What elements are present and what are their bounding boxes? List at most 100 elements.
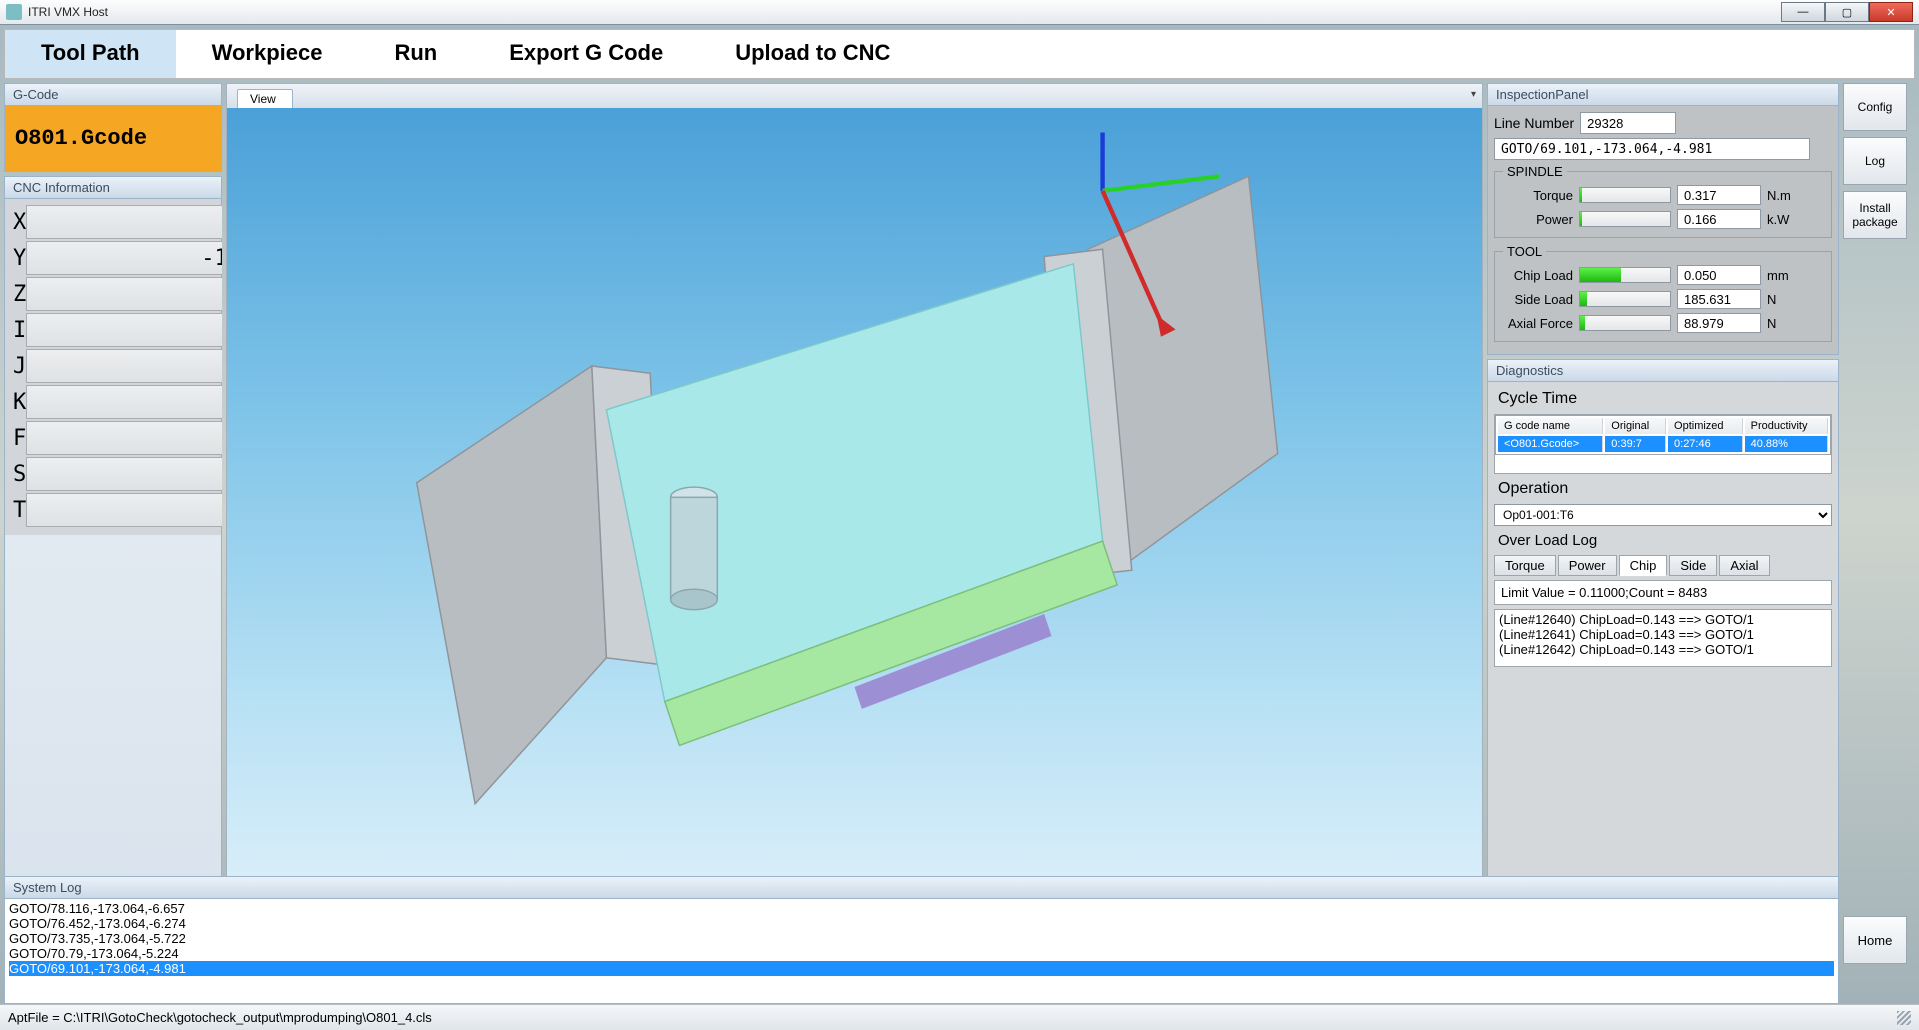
cnc-value-Z[interactable] <box>26 277 222 311</box>
viewport-panel: View ▾ <box>226 83 1483 1000</box>
col-header: Optimized <box>1668 418 1743 434</box>
col-header: G code name <box>1498 418 1603 434</box>
metric-value[interactable] <box>1677 185 1761 205</box>
metric-row: Side Load N <box>1503 289 1823 309</box>
cnc-value-J[interactable] <box>26 349 222 383</box>
overload-tab-axial[interactable]: Axial <box>1719 555 1769 576</box>
metric-value[interactable] <box>1677 289 1761 309</box>
cnc-label: K <box>9 390 26 415</box>
inspection-panel: InspectionPanel Line Number SPINDLE Torq… <box>1487 83 1839 355</box>
cnc-row-K: K <box>9 385 217 419</box>
home-button[interactable]: Home <box>1843 916 1907 964</box>
metric-value[interactable] <box>1677 209 1761 229</box>
metric-row: Power k.W <box>1503 209 1823 229</box>
window-minimize[interactable]: — <box>1781 2 1825 22</box>
metric-value[interactable] <box>1677 265 1761 285</box>
tab-tool-path[interactable]: Tool Path <box>5 30 176 78</box>
overload-line: (Line#12640) ChipLoad=0.143 ==> GOTO/1 <box>1499 612 1827 627</box>
overload-tab-side[interactable]: Side <box>1669 555 1717 576</box>
cell: <O801.Gcode> <box>1498 436 1603 452</box>
log-button[interactable]: Log <box>1843 137 1907 185</box>
cnc-label: Z <box>9 282 26 307</box>
cell: 0:27:46 <box>1668 436 1743 452</box>
view-tabbar: View ▾ <box>227 84 1482 108</box>
metric-row: Chip Load mm <box>1503 265 1823 285</box>
app-icon <box>6 4 22 20</box>
cell: 0:39:7 <box>1605 436 1666 452</box>
tool-group: TOOL Chip Load mmSide Load NAxial Force … <box>1494 244 1832 342</box>
metric-row: Torque N.m <box>1503 185 1823 205</box>
resize-grip-icon[interactable] <box>1897 1011 1911 1025</box>
window-close[interactable]: ✕ <box>1869 2 1913 22</box>
tab-export-g-code[interactable]: Export G Code <box>473 30 699 78</box>
cnc-value-X[interactable] <box>26 205 222 239</box>
metric-unit: N <box>1767 292 1797 307</box>
cnc-label: J <box>9 354 26 379</box>
metric-bar <box>1579 211 1671 227</box>
operation-select[interactable]: Op01-001:T6 <box>1494 504 1832 526</box>
overload-tab-torque[interactable]: Torque <box>1494 555 1556 576</box>
overload-tab-chip[interactable]: Chip <box>1619 555 1668 576</box>
tab-workpiece[interactable]: Workpiece <box>176 30 359 78</box>
config-button[interactable]: Config <box>1843 83 1907 131</box>
overload-tab-power[interactable]: Power <box>1558 555 1617 576</box>
view-dropdown-icon[interactable]: ▾ <box>1471 89 1476 100</box>
install-package-button[interactable]: Install package <box>1843 191 1907 239</box>
spindle-legend: SPINDLE <box>1503 164 1567 179</box>
viewport-3d[interactable] <box>227 108 1482 945</box>
cnc-label: S <box>9 462 26 487</box>
cnc-value-I[interactable] <box>26 313 222 347</box>
cnc-value-Y[interactable] <box>26 241 222 275</box>
cycle-table: G code nameOriginalOptimizedProductivity… <box>1495 415 1831 455</box>
cnc-row-T: T <box>9 493 217 527</box>
line-number-input[interactable] <box>1580 112 1676 134</box>
table-row[interactable]: <O801.Gcode>0:39:70:27:4640.88% <box>1498 436 1828 452</box>
col-header: Productivity <box>1745 418 1828 434</box>
cycle-time-title: Cycle Time <box>1494 388 1832 410</box>
cnc-row-J: J <box>9 349 217 383</box>
cnc-label: F <box>9 426 26 451</box>
metric-unit: k.W <box>1767 212 1797 227</box>
command-input[interactable] <box>1494 138 1810 160</box>
metric-bar <box>1579 291 1671 307</box>
overload-line: (Line#12642) ChipLoad=0.143 ==> GOTO/1 <box>1499 642 1827 657</box>
metric-bar <box>1579 267 1671 283</box>
metric-label: Side Load <box>1503 292 1573 307</box>
system-log-title: System Log <box>5 877 1838 899</box>
gcode-filename: O801.Gcode <box>5 106 221 171</box>
metric-label: Chip Load <box>1503 268 1573 283</box>
cnc-value-K[interactable] <box>26 385 222 419</box>
gcode-panel: G-Code O801.Gcode <box>4 83 222 172</box>
cnc-value-F[interactable] <box>26 421 222 455</box>
tab-run[interactable]: Run <box>358 30 473 78</box>
view-tab[interactable]: View <box>237 89 293 108</box>
spindle-group: SPINDLE Torque N.m Power k.W <box>1494 164 1832 238</box>
cnc-value-S[interactable] <box>26 457 222 491</box>
system-log-body[interactable]: GOTO/78.116,-173.064,-6.657GOTO/76.452,-… <box>5 899 1838 1003</box>
line-number-label: Line Number <box>1494 115 1574 131</box>
metric-row: Axial Force N <box>1503 313 1823 333</box>
cnc-label: I <box>9 318 26 343</box>
log-line[interactable]: GOTO/76.452,-173.064,-6.274 <box>9 916 1834 931</box>
cnc-row-I: I <box>9 313 217 347</box>
window-maximize[interactable]: ▢ <box>1825 2 1869 22</box>
log-line[interactable]: GOTO/73.735,-173.064,-5.722 <box>9 931 1834 946</box>
cnc-label: X <box>9 210 26 235</box>
status-bar: AptFile = C:\ITRI\GotoCheck\gotocheck_ou… <box>0 1004 1919 1030</box>
system-log-panel: System Log GOTO/78.116,-173.064,-6.657GO… <box>4 876 1839 1004</box>
cnc-row-X: X <box>9 205 217 239</box>
log-line[interactable]: GOTO/69.101,-173.064,-4.981 <box>9 961 1834 976</box>
main-tabs: Tool PathWorkpieceRunExport G CodeUpload… <box>4 29 1915 79</box>
metric-label: Torque <box>1503 188 1573 203</box>
window-title: ITRI VMX Host <box>28 5 1781 19</box>
cnc-value-T[interactable] <box>26 493 222 527</box>
metric-bar <box>1579 187 1671 203</box>
operation-title: Operation <box>1494 478 1832 500</box>
tab-upload-to-cnc[interactable]: Upload to CNC <box>699 30 926 78</box>
log-line[interactable]: GOTO/78.116,-173.064,-6.657 <box>9 901 1834 916</box>
metric-unit: N.m <box>1767 188 1797 203</box>
metric-value[interactable] <box>1677 313 1761 333</box>
overload-list[interactable]: (Line#12640) ChipLoad=0.143 ==> GOTO/1 (L… <box>1494 609 1832 667</box>
log-line[interactable]: GOTO/70.79,-173.064,-5.224 <box>9 946 1834 961</box>
overload-title: Over Load Log <box>1494 530 1832 551</box>
